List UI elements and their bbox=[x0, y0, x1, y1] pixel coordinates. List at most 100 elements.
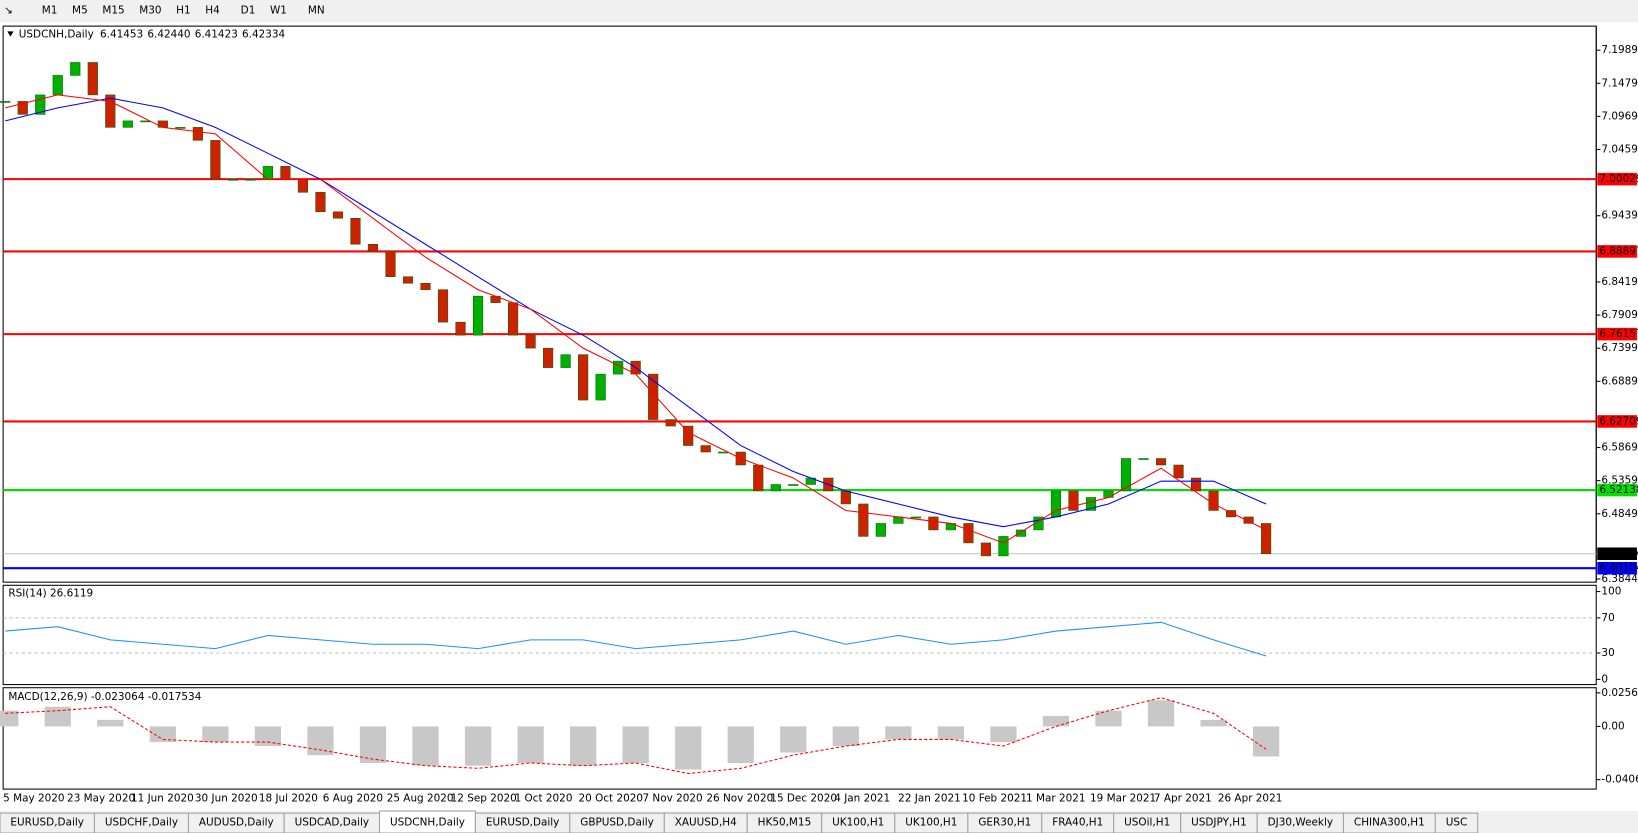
tab-label[interactable]: AUDUSD,Daily bbox=[199, 817, 274, 829]
date-label: 6 Aug 2020 bbox=[323, 793, 383, 805]
candle bbox=[105, 94, 116, 128]
tab-label[interactable]: GBPUSD,Daily bbox=[580, 817, 654, 829]
tab-label[interactable]: USDCNH,Daily bbox=[390, 817, 465, 829]
timeframe-button[interactable]: MN bbox=[308, 4, 325, 16]
tab-label[interactable]: EURUSD,Daily bbox=[486, 817, 560, 829]
macd-bar bbox=[307, 726, 334, 756]
rsi-tick-label: 70 bbox=[1601, 612, 1614, 624]
macd-bar bbox=[1200, 719, 1227, 727]
tab-label[interactable]: USOil,H1 bbox=[1124, 817, 1170, 829]
rsi-frame bbox=[2, 584, 1597, 686]
candle bbox=[175, 127, 186, 129]
tab-label[interactable]: FRA40,H1 bbox=[1052, 817, 1103, 829]
level-label-box bbox=[1597, 415, 1637, 428]
tab-label[interactable]: USC bbox=[1446, 817, 1468, 829]
candle bbox=[35, 94, 46, 115]
ohlc-value: 6.41453 bbox=[100, 28, 143, 40]
date-label: 7 Apr 2021 bbox=[1154, 793, 1212, 805]
price-tick-label: 6.48490 bbox=[1601, 508, 1638, 520]
macd-bar bbox=[727, 726, 754, 764]
timeframe-button[interactable]: M1 bbox=[42, 4, 58, 16]
date-label: 7 Nov 2020 bbox=[642, 793, 702, 805]
ma-slow-line bbox=[5, 97, 1267, 528]
price-tick-label: 7.09690 bbox=[1601, 110, 1638, 122]
candle bbox=[1243, 516, 1254, 524]
candle bbox=[525, 334, 536, 349]
candle bbox=[508, 302, 519, 336]
price-tick-label: 6.79090 bbox=[1601, 309, 1638, 321]
macd-tick-label: 0.00 bbox=[1601, 720, 1624, 732]
tab-label[interactable]: GER30,H1 bbox=[978, 817, 1031, 829]
candle bbox=[980, 542, 991, 557]
candle bbox=[262, 166, 273, 180]
macd-bar bbox=[464, 726, 492, 766]
price-tick-label: 7.04590 bbox=[1601, 144, 1638, 156]
level-label-box bbox=[1597, 172, 1637, 186]
level-label: 6.52138 bbox=[1599, 484, 1638, 496]
candle bbox=[192, 127, 203, 141]
tab-label[interactable]: UK100,H1 bbox=[832, 817, 884, 829]
tab-label[interactable]: XAUUSD,H4 bbox=[675, 817, 737, 829]
candle bbox=[122, 120, 133, 128]
candle bbox=[683, 425, 694, 446]
rsi-tick-label: 0 bbox=[1601, 673, 1608, 685]
toolbar-icon: ↘ bbox=[4, 4, 13, 16]
candle bbox=[718, 451, 729, 454]
date-label: 30 Jun 2020 bbox=[195, 793, 258, 805]
timeframe-button[interactable]: M15 bbox=[102, 4, 124, 16]
tab-label[interactable]: HK50,M15 bbox=[758, 817, 812, 829]
date-label: 15 Dec 2020 bbox=[770, 793, 837, 805]
level-label-box bbox=[1597, 327, 1637, 341]
timeframe-button[interactable]: M5 bbox=[72, 4, 88, 16]
date-label: 5 May 2020 bbox=[3, 793, 64, 805]
candle bbox=[297, 179, 309, 193]
candle bbox=[1138, 458, 1149, 460]
timeframe-button[interactable]: H1 bbox=[176, 4, 190, 16]
timeframe-button[interactable]: M30 bbox=[139, 4, 161, 16]
tab-label[interactable]: USDCHF,Daily bbox=[105, 817, 178, 829]
tab-label[interactable]: USDJPY,H1 bbox=[1191, 817, 1247, 829]
candle bbox=[1261, 523, 1272, 555]
date-label: 1 Mar 2021 bbox=[1026, 793, 1086, 805]
candle bbox=[455, 321, 466, 336]
macd-tick-label: 0.025623 bbox=[1601, 687, 1638, 699]
candle bbox=[928, 516, 939, 531]
candle bbox=[87, 62, 98, 96]
candle bbox=[367, 243, 379, 251]
tab-label[interactable]: EURUSD,Daily bbox=[10, 817, 84, 829]
candle bbox=[402, 276, 414, 284]
macd-bar bbox=[885, 726, 912, 740]
price-tick-label: 6.94390 bbox=[1601, 210, 1638, 222]
ohlc-value: 6.42440 bbox=[147, 28, 190, 40]
candle bbox=[437, 289, 449, 323]
macd-bar bbox=[517, 726, 544, 764]
candle bbox=[1120, 458, 1132, 492]
timeframe-button[interactable]: W1 bbox=[270, 4, 287, 16]
macd-bar bbox=[97, 719, 124, 727]
timeframe-button[interactable]: H4 bbox=[205, 4, 220, 16]
candle bbox=[560, 354, 571, 368]
date-label: 18 Jul 2020 bbox=[259, 793, 318, 805]
tab-label[interactable]: DJ30,Weekly bbox=[1268, 817, 1333, 829]
macd-bar bbox=[832, 726, 859, 747]
tab-label[interactable]: CHINA300,H1 bbox=[1354, 817, 1425, 829]
tab-label[interactable]: USDCAD,Daily bbox=[295, 817, 369, 829]
rsi-line bbox=[5, 621, 1267, 657]
level-label: 6.76157 bbox=[1599, 328, 1638, 340]
macd-bar bbox=[1147, 700, 1175, 727]
ohlc-value: 6.41423 bbox=[195, 28, 238, 40]
macd-bar bbox=[254, 726, 282, 747]
candle bbox=[665, 419, 676, 427]
candle bbox=[157, 120, 168, 128]
macd-bar bbox=[359, 726, 387, 764]
candle bbox=[332, 211, 344, 219]
candle bbox=[1033, 516, 1044, 531]
candle bbox=[753, 464, 764, 492]
toolbar bbox=[0, 0, 1638, 22]
ohlc-value: 6.42334 bbox=[242, 28, 286, 40]
timeframe-button[interactable]: D1 bbox=[241, 4, 256, 16]
candle bbox=[140, 120, 151, 123]
candle bbox=[963, 523, 974, 544]
tab-label[interactable]: UK100,H1 bbox=[905, 817, 957, 829]
